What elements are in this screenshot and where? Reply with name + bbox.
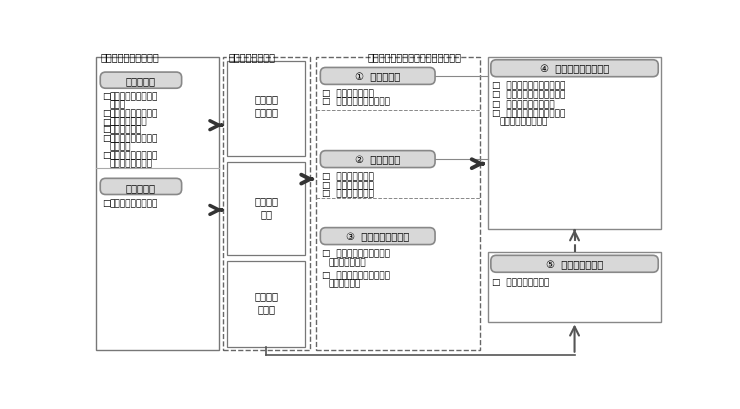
Text: 能や体力の差: 能や体力の差: [329, 279, 361, 288]
Text: 介護保険
適用除外: 介護保険 適用除外: [254, 94, 278, 117]
Text: の低下: の低下: [110, 101, 126, 110]
FancyBboxPatch shape: [320, 228, 435, 245]
Text: □  転倒・接触等による事故: □ 転倒・接触等による事故: [492, 81, 566, 90]
Text: 認知症様の症状: 認知症様の症状: [110, 117, 147, 126]
Text: □: □: [103, 125, 111, 134]
Text: 医療行為
の代諾: 医療行為 の代諾: [254, 290, 278, 313]
FancyBboxPatch shape: [320, 151, 435, 168]
Bar: [227, 61, 305, 157]
Text: 人の意識とのズレ: 人の意識とのズレ: [110, 159, 152, 168]
Text: 服薬等の医療ニーズ: 服薬等の医療ニーズ: [110, 134, 158, 143]
Text: □  機能低下・意欲減退に: □ 機能低下・意欲減退に: [322, 249, 390, 258]
Text: 疾病の重篤化: 疾病の重篤化: [110, 125, 142, 134]
Bar: [227, 261, 305, 347]
Text: 【制度上の課題】: 【制度上の課題】: [228, 52, 275, 62]
Text: 利用者間のトラブル: 利用者間のトラブル: [500, 117, 548, 126]
Text: □: □: [103, 117, 111, 126]
Text: ①  設備の不適: ① 設備の不適: [355, 72, 400, 82]
Text: □: □: [103, 151, 111, 160]
Text: □: □: [103, 109, 111, 118]
Text: □  建物構造や設備の不適: □ 建物構造や設備の不適: [322, 97, 390, 106]
Text: ②  人員の不足: ② 人員の不足: [355, 155, 400, 165]
Text: □  個別対応の増加: □ 個別対応の増加: [322, 189, 374, 198]
Text: □  スペースの不足: □ スペースの不足: [322, 89, 374, 98]
Text: 人員配置
基準: 人員配置 基準: [254, 196, 278, 219]
FancyBboxPatch shape: [491, 256, 659, 273]
Text: 身体機能の低下と本: 身体機能の低下と本: [110, 151, 158, 160]
FancyBboxPatch shape: [100, 73, 181, 89]
Text: 【高齢化に伴う変化】: 【高齢化に伴う変化】: [100, 52, 159, 62]
Bar: [96, 58, 219, 350]
Bar: [223, 58, 309, 350]
Text: □  利用者の急病・急変: □ 利用者の急病・急変: [492, 100, 555, 109]
Text: 本人の変化: 本人の変化: [126, 76, 155, 86]
Text: □  若い利用者との認知機: □ 若い利用者との認知機: [322, 270, 390, 279]
Text: よる参加の困難: よる参加の困難: [329, 257, 366, 266]
Text: □: □: [103, 199, 111, 208]
FancyBboxPatch shape: [100, 179, 181, 195]
Text: □: □: [103, 92, 111, 101]
Bar: [488, 253, 662, 322]
Text: ③  生活・活動の不適: ③ 生活・活動の不適: [346, 231, 409, 241]
Bar: [316, 58, 480, 350]
Text: ⑤  意思決定の問題: ⑤ 意思決定の問題: [546, 259, 603, 269]
Text: 家族の高齢化や死去: 家族の高齢化や死去: [110, 199, 158, 208]
Text: 【支援上の課題・困っていること】: 【支援上の課題・困っていること】: [368, 52, 462, 62]
Text: の多様化: の多様化: [110, 142, 131, 151]
FancyBboxPatch shape: [320, 68, 435, 85]
Text: □  通院回数の増加: □ 通院回数の増加: [322, 180, 374, 189]
Text: □  誤与薬等の業務上のミス: □ 誤与薬等の業務上のミス: [492, 90, 566, 99]
Bar: [488, 58, 662, 229]
Text: 家族の変化: 家族の変化: [126, 182, 155, 192]
Text: □  認知症症状による徘徊や: □ 認知症症状による徘徊や: [492, 109, 566, 118]
Text: □: □: [103, 134, 111, 143]
Text: 車いす利用者の増加: 車いす利用者の増加: [110, 109, 158, 118]
FancyBboxPatch shape: [491, 61, 659, 77]
Text: ④  施設運営上のリスク: ④ 施設運営上のリスク: [540, 64, 609, 74]
Text: 身体機能や認知機能: 身体機能や認知機能: [110, 92, 158, 101]
Text: □  専門性の多様化: □ 専門性の多様化: [322, 172, 374, 181]
Bar: [227, 163, 305, 255]
Text: □  身元引受人の不在: □ 身元引受人の不在: [492, 278, 550, 287]
